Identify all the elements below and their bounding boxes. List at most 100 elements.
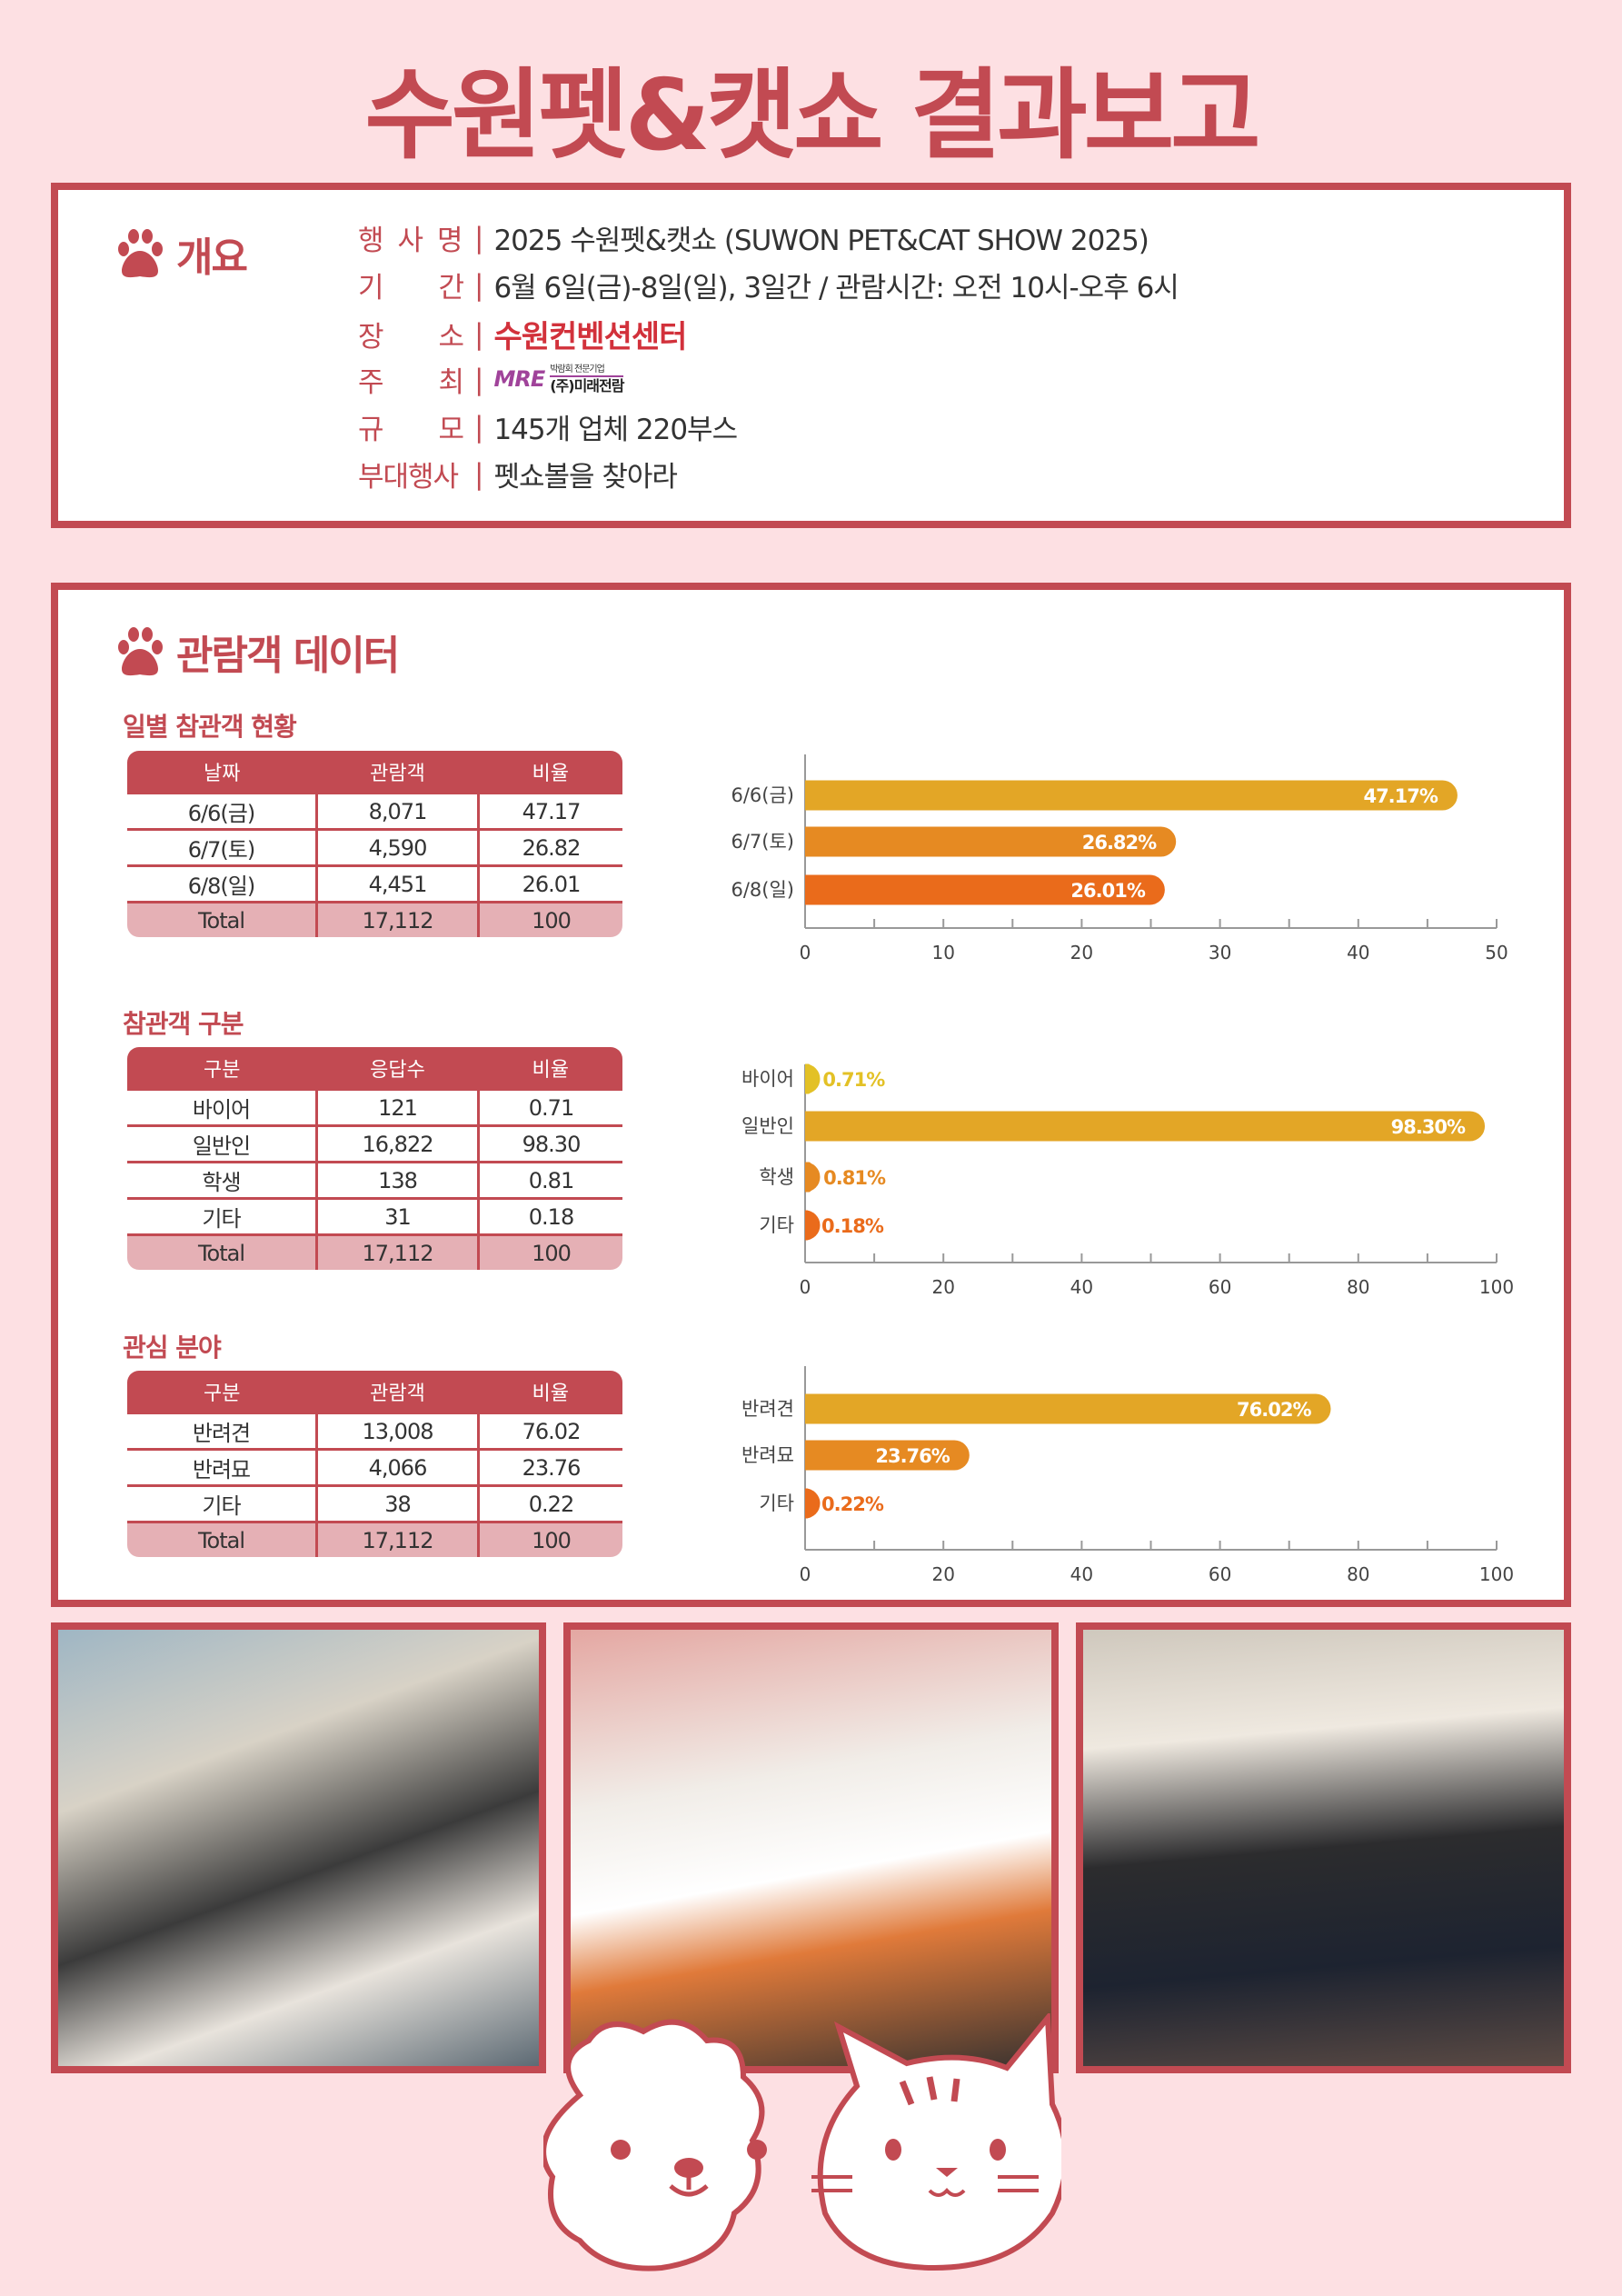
table-cell: 기타 — [127, 1484, 318, 1523]
table-cell: 16,822 — [315, 1124, 480, 1163]
table-row: 6/7(토) 4,590 26.82 — [127, 828, 622, 867]
cat-mascot — [811, 2013, 1061, 2271]
table-cell: 23.76 — [477, 1448, 622, 1487]
table-cell: 121 — [315, 1088, 480, 1127]
table-cell: 4,066 — [315, 1448, 480, 1487]
info-label: 장소 — [358, 321, 464, 354]
info-value: 6월 6일(금)-8일(일), 3일간 / 관람시간: 오전 10시-오후 6시 — [493, 272, 1179, 304]
info-row: 부대행사 | 펫쇼볼을 찾아라 — [358, 454, 678, 494]
data-table: 구분 응답수 비율 바이어 121 0.71 일반인 16,822 98.30 학생 138 0.81… — [124, 1044, 625, 1273]
column-header: 응답수 — [316, 1047, 479, 1090]
table-cell: 6/8(일) — [127, 864, 318, 903]
table-header-row: 구분 응답수 비율 — [127, 1047, 622, 1090]
table-cell: 일반인 — [127, 1124, 318, 1163]
table-cell: 4,590 — [315, 828, 480, 867]
page-title: 수원펫&캣쇼 결과보고 — [364, 59, 1260, 173]
paw-icon — [118, 627, 163, 676]
visitor-title: 관람객 데이터 — [176, 633, 400, 679]
column-header: 구분 — [127, 1047, 317, 1090]
dog-mascot — [543, 2019, 767, 2271]
total-cell: Total — [127, 1521, 318, 1557]
table-title: 관심 분야 — [123, 1333, 222, 1363]
info-value: 수원컨벤션센터 — [493, 319, 687, 355]
column-header: 비율 — [478, 1047, 622, 1090]
visitor-heading: 관람객 데이터 — [114, 623, 400, 681]
table-cell: 기타 — [127, 1197, 318, 1236]
table-row: 반려묘 4,066 23.76 — [127, 1448, 622, 1487]
table-row: 6/8(일) 4,451 26.01 — [127, 864, 622, 903]
event-photo-2 — [563, 1622, 1059, 2073]
table-header-row: 구분 관람객 비율 — [127, 1371, 622, 1413]
info-label: 규모 — [358, 414, 464, 446]
separator: | — [474, 268, 484, 302]
event-photo-3 — [1076, 1622, 1571, 2073]
table-cell: 0.22 — [477, 1484, 622, 1523]
column-header: 날짜 — [127, 751, 317, 794]
table-cell: 76.02 — [477, 1412, 622, 1451]
table-cell: 반려묘 — [127, 1448, 318, 1487]
table-title: 참관객 구분 — [123, 1009, 244, 1039]
table-cell: 학생 — [127, 1161, 318, 1200]
total-cell: 100 — [477, 1233, 622, 1270]
total-cell: Total — [127, 1233, 318, 1270]
table-row: 기타 31 0.18 — [127, 1197, 622, 1236]
info-row: 주최 | MRE 박람회 전문기업(주)미래전람 — [358, 359, 624, 400]
table-cell: 0.71 — [477, 1088, 622, 1127]
logo-mark: MRE — [493, 366, 545, 393]
total-row: Total 17,112 100 — [127, 1233, 622, 1270]
separator: | — [474, 221, 484, 255]
table-cell: 6/7(토) — [127, 828, 318, 867]
table-cell: 26.82 — [477, 828, 622, 867]
table-cell: 0.81 — [477, 1161, 622, 1200]
table-cell: 31 — [315, 1197, 480, 1236]
column-header: 관람객 — [316, 751, 479, 794]
total-cell: 17,112 — [315, 901, 480, 937]
column-header: 비율 — [478, 751, 622, 794]
total-cell: 17,112 — [315, 1233, 480, 1270]
total-cell: Total — [127, 901, 318, 937]
table-cell: 8,071 — [315, 792, 480, 831]
table-cell: 바이어 — [127, 1088, 318, 1127]
data-table: 구분 관람객 비율 반려견 13,008 76.02 반려묘 4,066 23.76 기타 38 0.… — [124, 1368, 625, 1560]
data-table: 날짜 관람객 비율 6/6(금) 8,071 47.17 6/7(토) 4,590 26.82 6… — [124, 748, 625, 940]
total-row: Total 17,112 100 — [127, 901, 622, 937]
table-cell: 13,008 — [315, 1412, 480, 1451]
table-cell: 반려견 — [127, 1412, 318, 1451]
table-row: 바이어 121 0.71 — [127, 1088, 622, 1127]
overview-heading: 개요 — [114, 225, 248, 283]
table-cell: 4,451 — [315, 864, 480, 903]
logo-name: (주)미래전람 — [550, 376, 624, 394]
table-header-row: 날짜 관람객 비율 — [127, 751, 622, 794]
overview-title: 개요 — [176, 235, 248, 281]
info-label: 부대행사 — [358, 461, 459, 494]
overview-panel: 개요 행사명 | 2025 수원펫&캣쇼 (SUWON PET&CAT SHOW 2… — [51, 183, 1571, 528]
table-row: 학생 138 0.81 — [127, 1161, 622, 1200]
info-row: 기간 | 6월 6일(금)-8일(일), 3일간 / 관람시간: 오전 10시-오후… — [358, 265, 1179, 305]
table-cell: 47.17 — [477, 792, 622, 831]
dog-cat-mascot-illustration — [543, 2013, 1061, 2271]
info-label: 행사명 — [358, 225, 474, 257]
info-row: 행사명 | 2025 수원펫&캣쇼 (SUWON PET&CAT SHOW 2025… — [358, 217, 1149, 258]
organizer-logo: MRE 박람회 전문기업 (주)미래전람 — [493, 364, 624, 396]
table-row: 6/6(금) 8,071 47.17 — [127, 792, 622, 831]
table-cell: 6/6(금) — [127, 792, 318, 831]
table-cell: 0.18 — [477, 1197, 622, 1236]
column-header: 구분 — [127, 1371, 317, 1413]
total-cell: 17,112 — [315, 1521, 480, 1557]
info-value: 펫쇼볼을 찾아라 — [493, 461, 677, 494]
total-cell: 100 — [477, 901, 622, 937]
separator: | — [474, 363, 484, 396]
info-row: 규모 | 145개 업체 220부스 — [358, 406, 738, 447]
separator: | — [474, 317, 484, 351]
paw-icon — [118, 229, 163, 278]
table-row: 반려견 13,008 76.02 — [127, 1412, 622, 1451]
table-cell: 26.01 — [477, 864, 622, 903]
column-header: 관람객 — [316, 1371, 479, 1413]
info-row: 장소 | 수원컨벤션센터 — [358, 312, 687, 356]
column-header: 비율 — [478, 1371, 622, 1413]
info-value: 2025 수원펫&캣쇼 (SUWON PET&CAT SHOW 2025) — [493, 225, 1149, 257]
info-value: 145개 업체 220부스 — [493, 414, 738, 446]
event-photo-1 — [51, 1622, 546, 2073]
table-cell: 138 — [315, 1161, 480, 1200]
total-cell: 100 — [477, 1521, 622, 1557]
